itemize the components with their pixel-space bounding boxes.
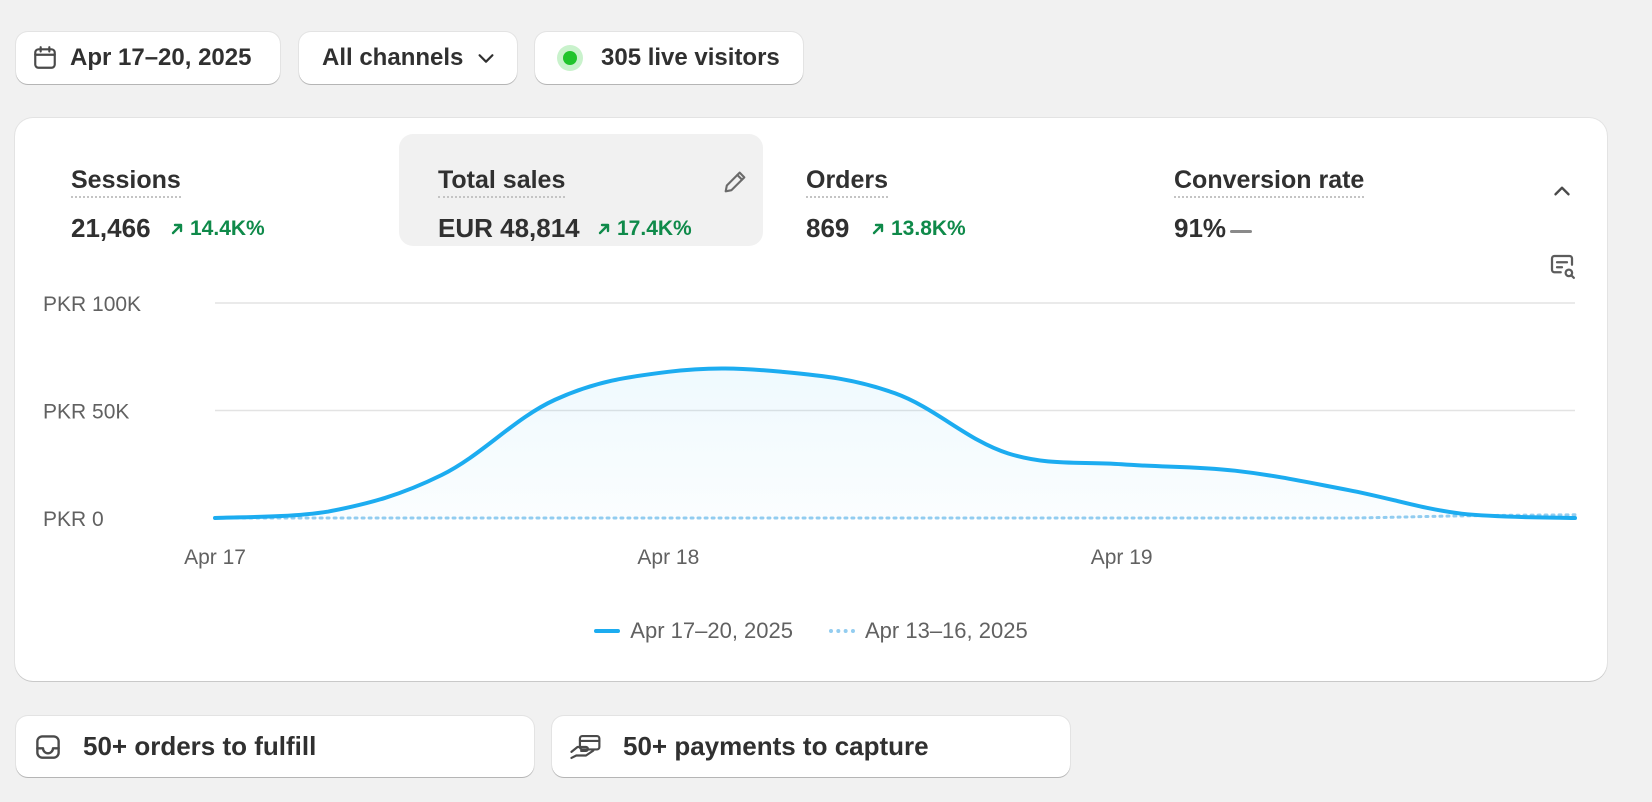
payments-to-capture-button[interactable]: 50+ payments to capture: [552, 716, 1070, 777]
legend-swatch-dotted: [829, 629, 855, 633]
sales-chart: PKR 100K PKR 50K PKR 0 Apr 17 Apr 18 Apr 19: [43, 293, 1577, 569]
metric-orders[interactable]: Orders 869 13.8K%: [767, 134, 1131, 246]
legend-item-current[interactable]: Apr 17–20, 2025: [594, 618, 793, 644]
metric-value: 21,466: [71, 213, 151, 243]
metric-title: Orders: [806, 166, 888, 198]
chevron-down-icon: [478, 54, 494, 63]
live-visitors-label: 305 live visitors: [601, 44, 780, 71]
legend-label: Apr 13–16, 2025: [865, 618, 1028, 643]
calendar-icon: [34, 46, 56, 69]
metric-delta-value: 14.4K%: [190, 217, 265, 240]
y-tick-label: PKR 100K: [43, 293, 141, 316]
metric-delta: 17.4K%: [597, 218, 692, 240]
metric-title: Total sales: [438, 166, 566, 198]
metric-sessions[interactable]: Sessions 21,466 14.4K%: [31, 134, 395, 246]
x-tick-label: Apr 17: [184, 546, 246, 569]
legend-swatch-solid: [594, 629, 621, 633]
series-line-current: [213, 366, 1577, 520]
no-change-dash: [1230, 230, 1252, 233]
inbox-icon: [36, 734, 60, 759]
y-tick-label: PKR 50K: [43, 401, 129, 424]
live-visitors-button[interactable]: 305 live visitors: [535, 32, 803, 84]
metric-delta: 14.4K%: [170, 218, 265, 240]
metric-value: EUR 48,814: [438, 213, 580, 243]
y-tick-label: PKR 0: [43, 508, 104, 531]
chart-legend: Apr 17–20, 2025 Apr 13–16, 2025: [15, 618, 1607, 644]
metric-delta-value: 17.4K%: [617, 217, 692, 240]
legend-item-previous[interactable]: Apr 13–16, 2025: [829, 618, 1028, 644]
metric-total-sales[interactable]: Total sales EUR 48,814 17.4K%: [399, 134, 763, 246]
metric-conversion-rate[interactable]: Conversion rate 91%: [1135, 134, 1499, 246]
series-area-current: [215, 368, 1575, 518]
arrow-up-right-icon: [171, 223, 183, 235]
channel-filter-button[interactable]: All channels: [299, 32, 517, 84]
arrow-up-right-icon: [872, 223, 884, 235]
metric-title: Conversion rate: [1174, 166, 1365, 198]
chevron-up-icon[interactable]: [1549, 178, 1575, 204]
orders-to-fulfill-label: 50+ orders to fulfill: [83, 731, 317, 761]
channel-filter-label: All channels: [322, 44, 464, 71]
orders-to-fulfill-button[interactable]: 50+ orders to fulfill: [16, 716, 534, 777]
x-tick-label: Apr 19: [1091, 546, 1153, 569]
metric-delta-value: 13.8K%: [891, 217, 966, 240]
payments-to-capture-label: 50+ payments to capture: [623, 731, 929, 761]
arrow-up-right-icon: [598, 223, 610, 235]
metric-title: Sessions: [71, 166, 181, 198]
date-range-label: Apr 17–20, 2025: [70, 44, 252, 71]
chart-search-icon[interactable]: [1547, 251, 1577, 281]
metric-delta: 13.8K%: [871, 218, 966, 240]
x-tick-label: Apr 18: [637, 546, 699, 569]
hand-card-icon: [570, 734, 601, 759]
metric-value: 869: [806, 213, 850, 243]
live-dot-icon: [557, 45, 583, 71]
metric-value: 91%: [1174, 213, 1227, 243]
legend-label: Apr 17–20, 2025: [630, 618, 793, 643]
date-range-button[interactable]: Apr 17–20, 2025: [16, 32, 280, 84]
analytics-card: Sessions 21,466 14.4K% Total sales EUR 4…: [15, 118, 1607, 681]
pencil-icon[interactable]: [721, 168, 749, 196]
